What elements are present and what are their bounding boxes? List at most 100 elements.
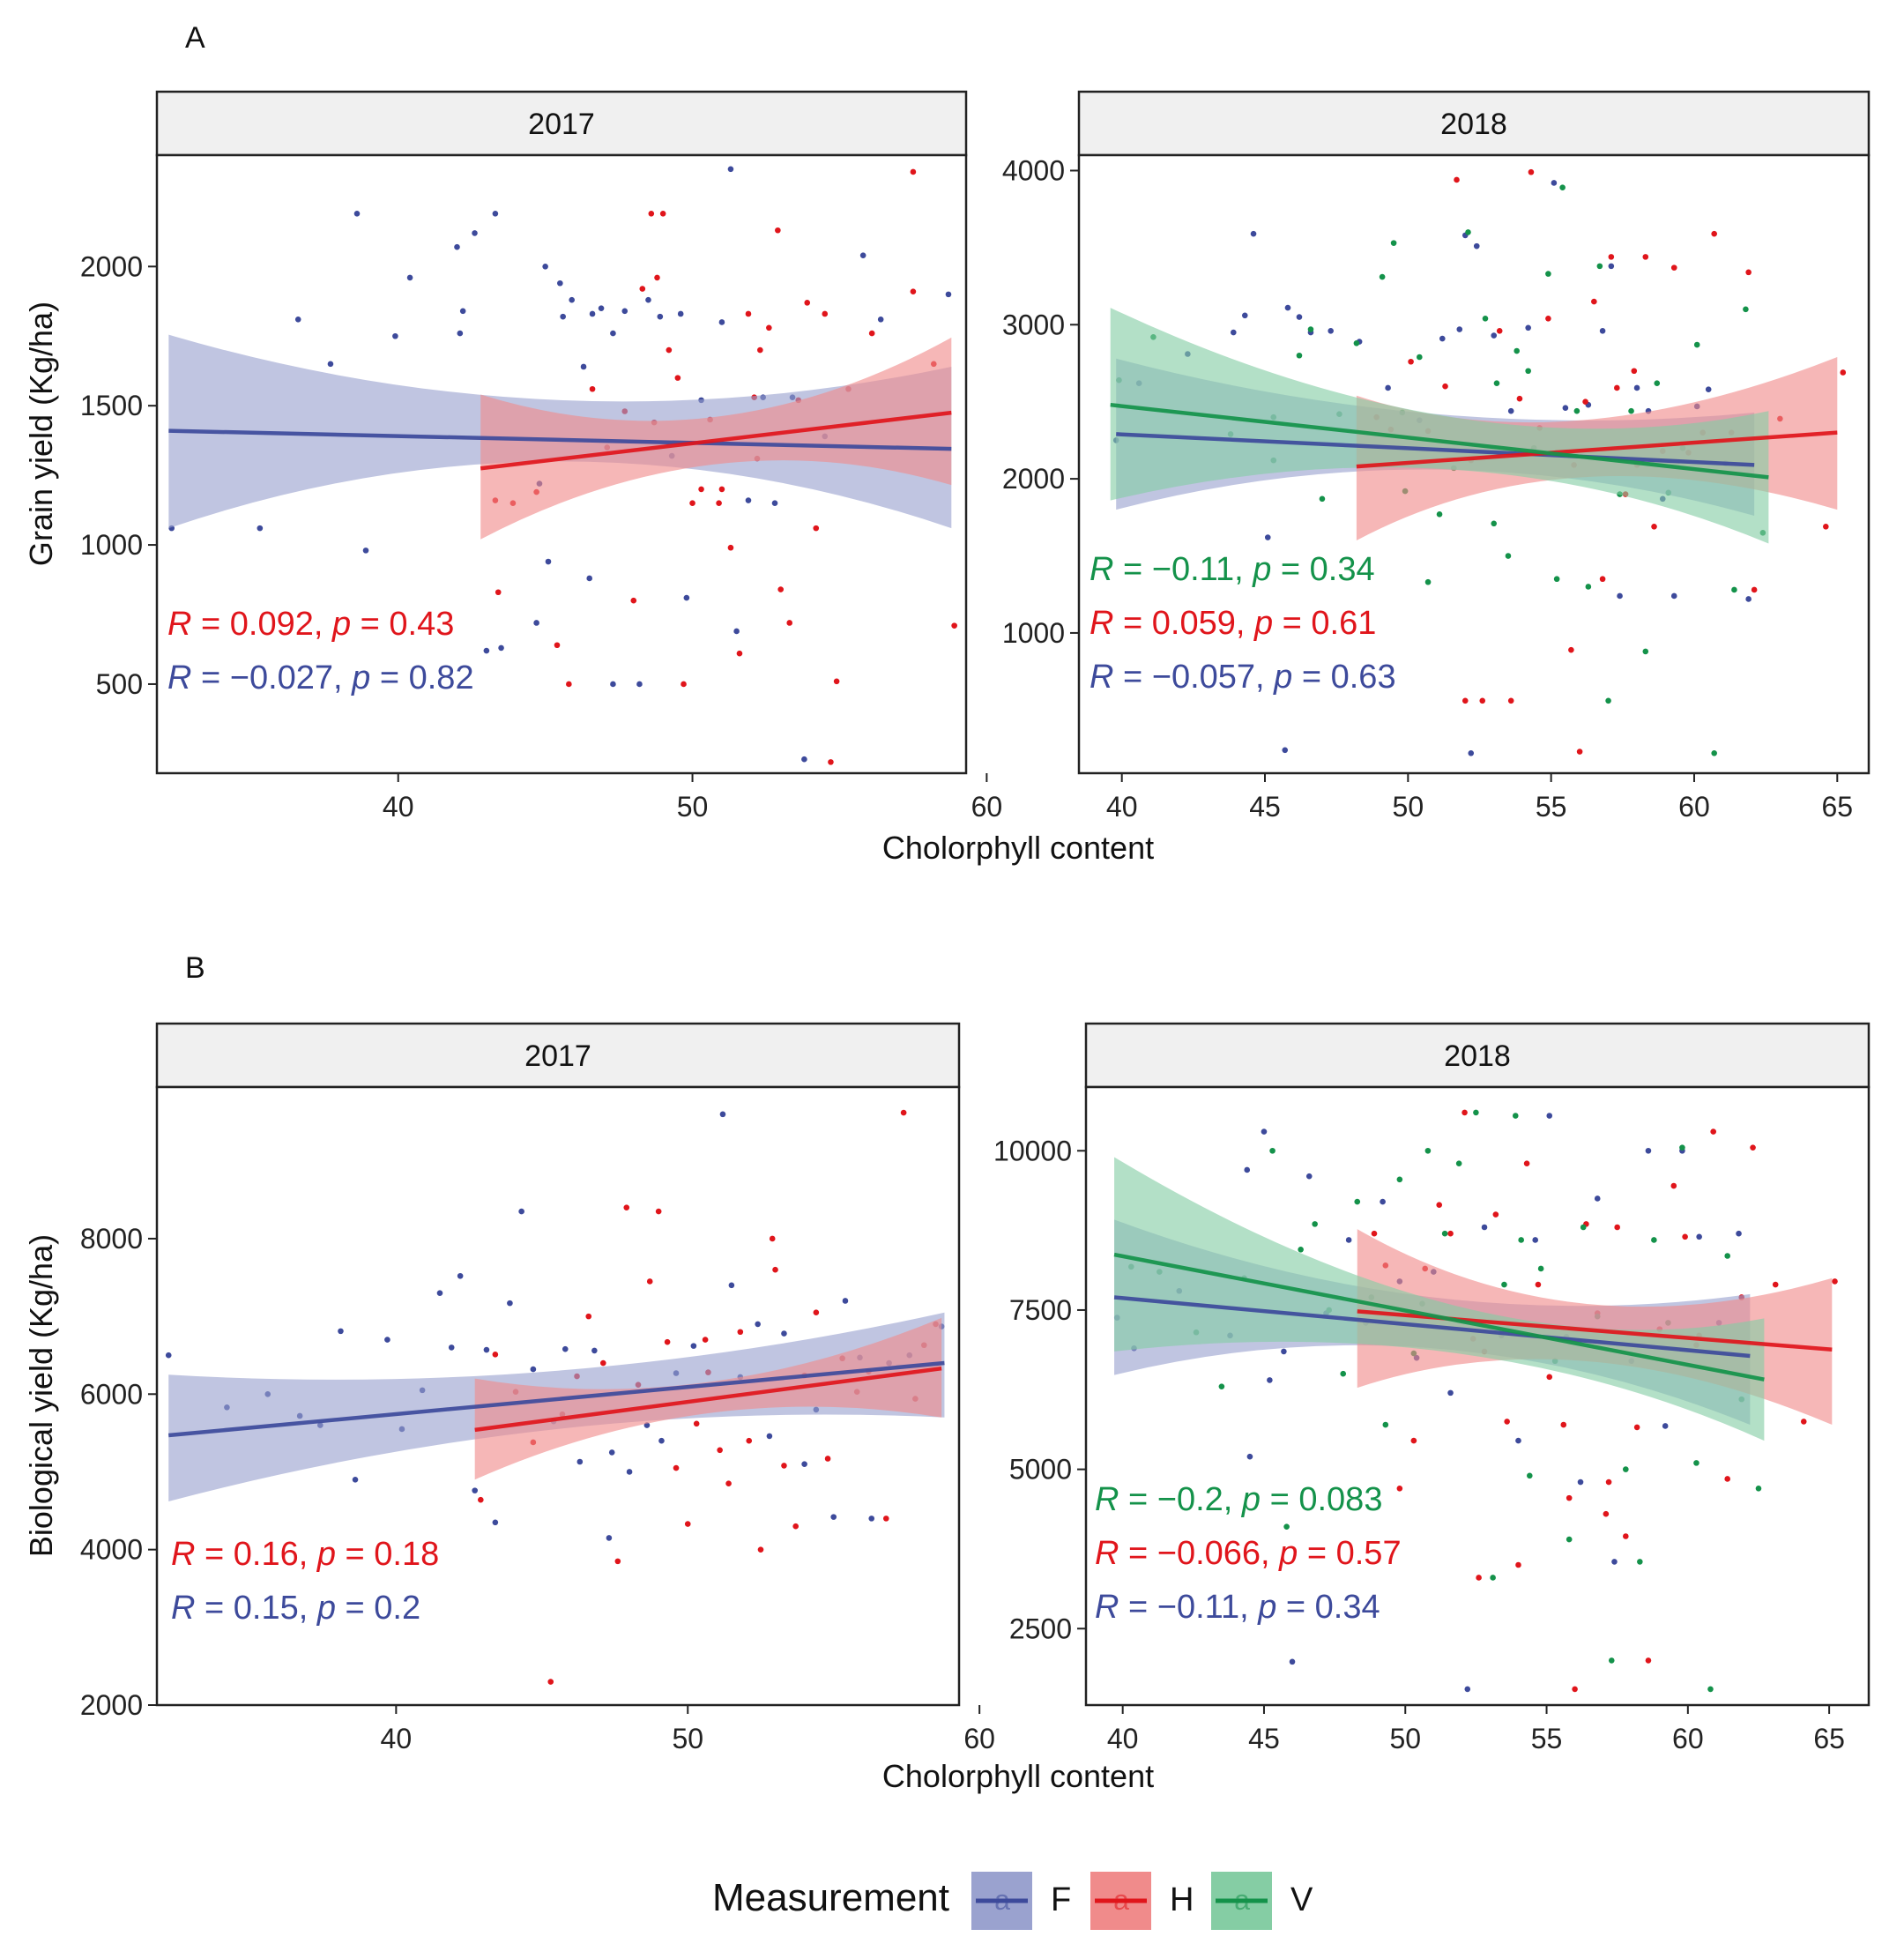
- data-point-h: [1560, 1421, 1567, 1428]
- data-point-h: [1523, 1160, 1530, 1167]
- data-point-v: [1340, 1370, 1347, 1377]
- data-point-h: [698, 486, 704, 493]
- data-point-v: [1654, 380, 1661, 387]
- x-axis-title-b: Cholorphyll content: [882, 1758, 1154, 1794]
- data-point-f: [352, 1476, 359, 1483]
- data-point-h: [1582, 398, 1588, 406]
- fit-line-f: [1113, 1295, 1751, 1359]
- facet-strip-background: [155, 90, 968, 157]
- data-point-f: [1380, 1198, 1386, 1205]
- data-point-h: [725, 1480, 732, 1486]
- data-point-f: [1282, 747, 1289, 754]
- data-point-v: [1637, 1559, 1643, 1565]
- x-tick-label: 60: [1672, 1723, 1704, 1754]
- data-point-f: [327, 361, 334, 368]
- data-point-f: [1577, 1478, 1584, 1486]
- data-point-v: [1390, 240, 1397, 246]
- fit-line-h: [1356, 430, 1838, 469]
- data-point-v: [1473, 1109, 1479, 1116]
- data-point-h: [1800, 1419, 1807, 1425]
- data-point-h: [1572, 1686, 1578, 1693]
- data-point-f: [1696, 1233, 1702, 1240]
- data-point-f: [1515, 1437, 1521, 1444]
- data-point-f: [1231, 329, 1237, 336]
- data-point-f: [1745, 596, 1752, 602]
- plot-area: [168, 166, 957, 765]
- data-point-h: [666, 346, 673, 354]
- data-point-h: [659, 211, 666, 217]
- correlation-label-f: R = 0.15, p = 0.2: [171, 1590, 420, 1627]
- data-point-f: [1670, 592, 1677, 600]
- data-point-h: [757, 1546, 764, 1553]
- data-point-f: [165, 1352, 172, 1359]
- data-point-v: [1465, 229, 1471, 235]
- data-point-v: [1312, 1221, 1318, 1227]
- data-point-v: [1424, 1147, 1432, 1154]
- data-point-h: [736, 650, 743, 657]
- y-tick-label: 4000: [1002, 154, 1065, 186]
- data-point-f: [842, 1298, 849, 1304]
- facet-strip: 2017: [155, 1022, 961, 1089]
- panel-label-a: A: [185, 21, 205, 55]
- fit-line-h: [480, 410, 952, 471]
- panel-border: [155, 1085, 961, 1707]
- data-point-h: [1642, 254, 1649, 260]
- legend-key-glyph: a: [994, 1884, 1010, 1916]
- data-point-v: [1605, 697, 1611, 704]
- x-tick-label: 50: [1389, 1723, 1421, 1754]
- data-point-f: [728, 1282, 735, 1289]
- data-point-f: [448, 1344, 455, 1351]
- facet-strip: 2018: [1084, 1022, 1871, 1089]
- x-tick-label: 45: [1248, 1723, 1280, 1754]
- data-point-h: [681, 681, 687, 688]
- data-point-v: [1424, 578, 1432, 585]
- data-point-h: [746, 1437, 753, 1444]
- data-point-v: [1501, 1281, 1507, 1288]
- data-point-h: [1614, 384, 1620, 391]
- correlation-label-h: R = 0.16, p = 0.18: [171, 1536, 439, 1573]
- data-point-f: [1328, 327, 1334, 334]
- data-point-f: [472, 1487, 478, 1493]
- data-point-f: [530, 1366, 537, 1373]
- data-point-h: [1633, 1424, 1640, 1431]
- data-point-v: [1283, 1523, 1290, 1530]
- data-point-v: [1491, 520, 1498, 527]
- data-point-f: [755, 1321, 761, 1328]
- data-point-h: [1507, 697, 1514, 704]
- data-point-f: [1551, 180, 1558, 186]
- x-tick-label: 50: [677, 791, 709, 823]
- data-point-v: [1724, 1253, 1731, 1259]
- fit-line-h: [474, 1366, 942, 1433]
- data-point-h: [1608, 254, 1615, 260]
- panel-label-b: B: [185, 951, 205, 985]
- y-tick-label: 500: [96, 668, 143, 700]
- data-point-h: [492, 1352, 499, 1358]
- data-point-v: [1417, 354, 1423, 361]
- data-point-h: [1371, 1230, 1378, 1237]
- data-point-f: [1345, 1237, 1352, 1243]
- data-point-h: [1711, 230, 1717, 237]
- y-tick-label: 2000: [80, 1689, 143, 1721]
- data-point-f: [598, 305, 605, 311]
- data-point-f: [781, 1330, 787, 1337]
- data-point-h: [813, 1309, 820, 1316]
- data-point-v: [1396, 1176, 1403, 1183]
- data-point-f: [560, 313, 566, 320]
- data-point-f: [1645, 1147, 1652, 1154]
- y-tick-label: 1500: [80, 390, 143, 421]
- data-point-h: [868, 330, 875, 337]
- data-point-h: [674, 375, 681, 381]
- data-point-h: [1479, 697, 1486, 704]
- data-point-f: [1546, 1113, 1553, 1119]
- data-point-v: [1354, 1198, 1361, 1205]
- data-point-h: [614, 1558, 621, 1565]
- data-point-f: [621, 308, 628, 315]
- data-point-v: [1514, 347, 1520, 354]
- data-point-h: [745, 310, 752, 317]
- data-point-h: [1566, 1494, 1573, 1501]
- y-tick-label: 2500: [1009, 1613, 1072, 1644]
- data-point-h: [781, 1463, 787, 1469]
- data-point-f: [1305, 1173, 1313, 1180]
